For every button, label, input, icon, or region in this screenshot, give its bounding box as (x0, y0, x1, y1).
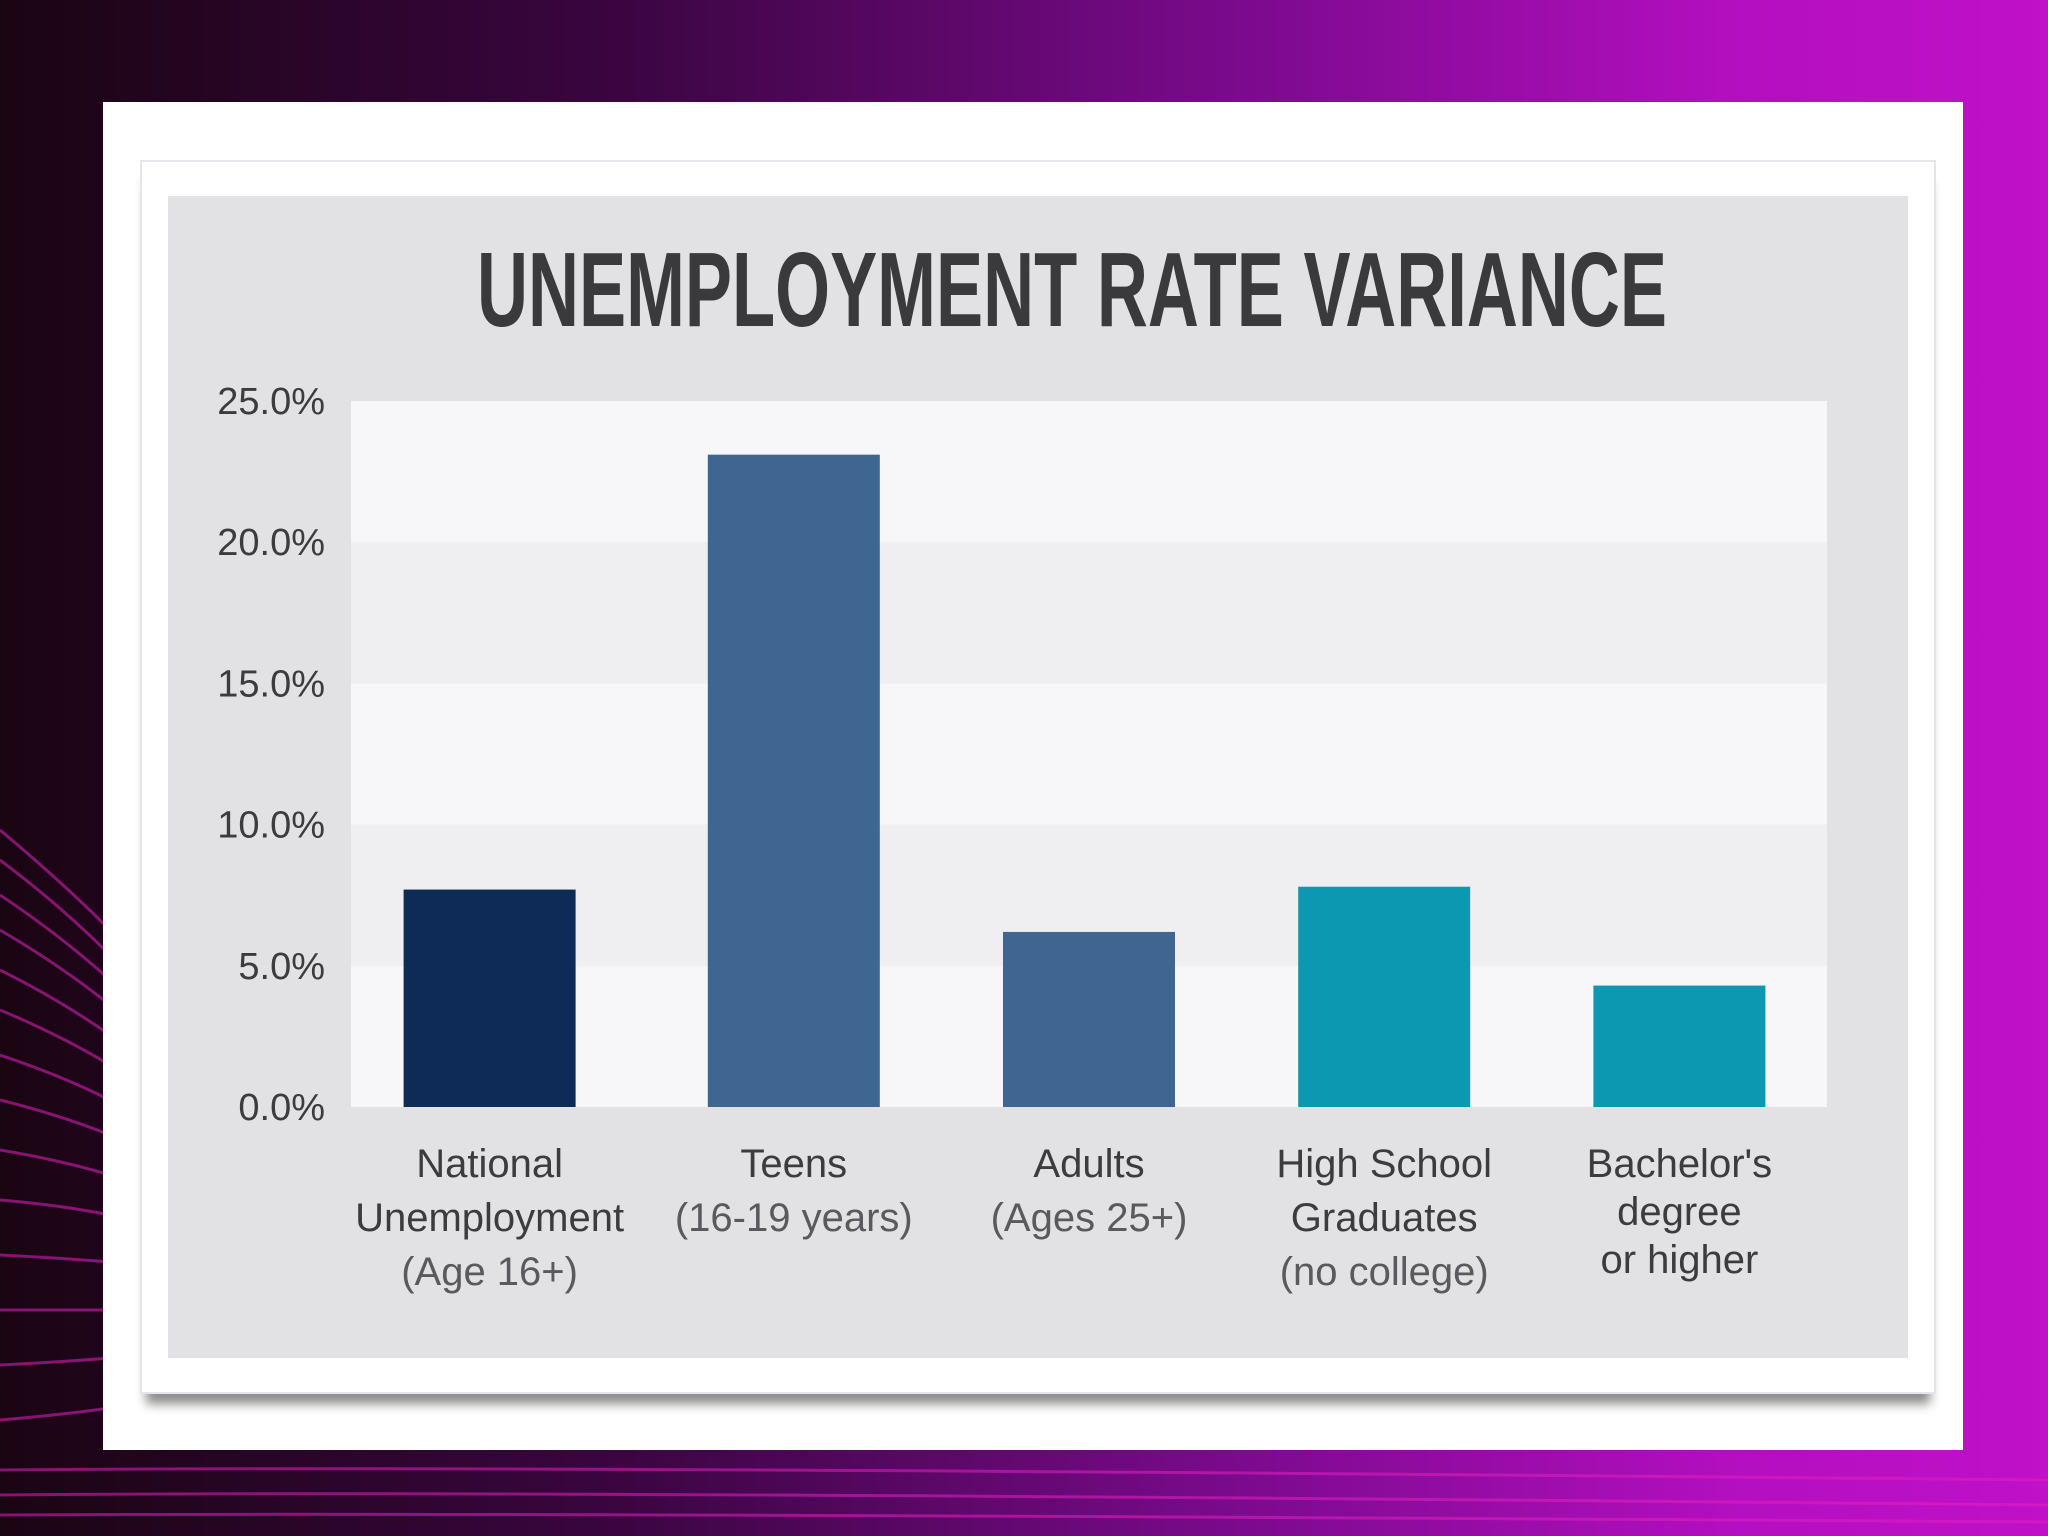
x-category-label: High School (1276, 1142, 1492, 1186)
x-category-label: degree (1617, 1190, 1742, 1234)
y-tick-label: 0.0% (238, 1087, 325, 1129)
x-category-label: Bachelor's (1587, 1142, 1773, 1186)
chart-frame: UNEMPLOYMENT RATE VARIANCE 0.0% 5.0% 10.0%… (140, 160, 1936, 1394)
y-tick-label: 10.0% (217, 805, 325, 847)
bar (1593, 985, 1766, 1107)
x-category-label: National (416, 1142, 563, 1186)
chart-title: UNEMPLOYMENT RATE VARIANCE (477, 231, 1667, 349)
x-category-label: Teens (740, 1142, 847, 1186)
x-category-label: Unemployment (355, 1196, 624, 1240)
grid-band (351, 542, 1827, 684)
grid-band (351, 401, 1827, 543)
y-tick-label: 5.0% (238, 946, 325, 988)
x-category-label: (no college) (1280, 1250, 1489, 1294)
bar (403, 889, 576, 1107)
bars (403, 454, 1766, 1107)
x-category-label: (Age 16+) (401, 1250, 578, 1294)
x-axis-labels: National Unemployment (Age 16+) Teens (16-19… (355, 1142, 1772, 1294)
x-category-label: Graduates (1291, 1196, 1478, 1240)
y-tick-label: 15.0% (217, 663, 325, 705)
x-category-label: (Ages 25+) (991, 1196, 1188, 1240)
bar (707, 454, 880, 1107)
grid-band (351, 683, 1827, 825)
x-category-label: or higher (1600, 1238, 1758, 1282)
y-axis-ticks: 0.0% 5.0% 10.0% 15.0% 20.0% 25.0% (217, 381, 325, 1129)
x-category-label: (16-19 years) (675, 1196, 913, 1240)
y-tick-label: 20.0% (217, 522, 325, 564)
bar (1003, 931, 1175, 1107)
x-category-label: Adults (1033, 1142, 1144, 1186)
bar (1298, 886, 1471, 1107)
slide-card: UNEMPLOYMENT RATE VARIANCE 0.0% 5.0% 10.0%… (103, 102, 1963, 1450)
y-tick-label: 25.0% (217, 381, 325, 423)
chart-panel: UNEMPLOYMENT RATE VARIANCE 0.0% 5.0% 10.0%… (168, 196, 1908, 1358)
unemployment-bar-chart: UNEMPLOYMENT RATE VARIANCE 0.0% 5.0% 10.0%… (217, 231, 1827, 1294)
